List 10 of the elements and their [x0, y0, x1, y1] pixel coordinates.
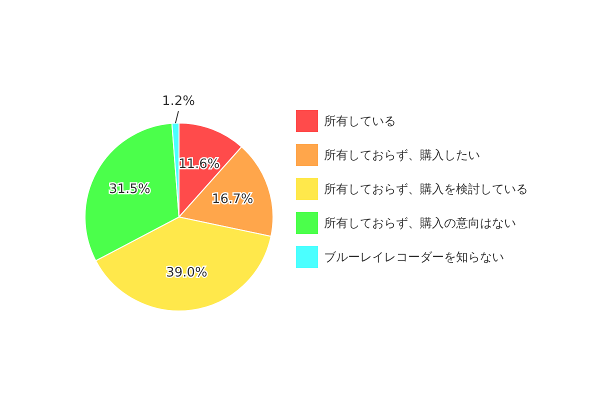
legend-label: ブルーレイレコーダーを知らない	[324, 248, 504, 266]
data-label: 1.2%	[162, 94, 195, 110]
legend-label: 所有しておらず、購入の意向はない	[324, 214, 516, 232]
legend-label: 所有しておらず、購入したい	[324, 146, 480, 164]
data-label: 31.5%	[109, 182, 150, 198]
data-label: 16.7%	[212, 192, 254, 207]
data-label: 11.6%	[178, 156, 220, 172]
legend-label: 所有している	[324, 112, 396, 130]
data-label: 39.0%	[166, 265, 208, 280]
legend-label: 所有しておらず、購入を検討している	[324, 180, 528, 198]
